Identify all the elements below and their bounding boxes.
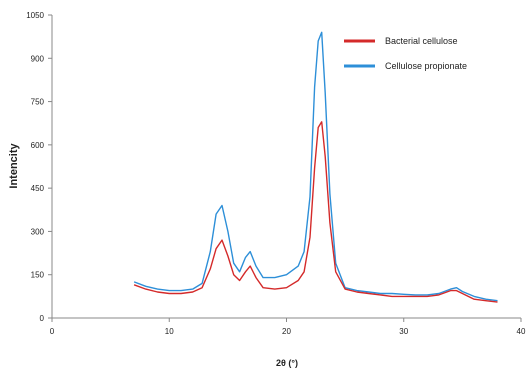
x-tick-label: 10 [165, 327, 174, 336]
series-layer [133, 31, 498, 303]
y-tick-label: 600 [31, 141, 45, 150]
legend-label-cellulose-propionate: Cellulose propionate [385, 61, 467, 71]
y-axis-title: Intencity [8, 143, 20, 189]
legend: Bacterial cellulose Cellulose propionate [344, 36, 467, 71]
legend-item-cellulose-propionate: Cellulose propionate [344, 61, 467, 71]
y-tick-label: 900 [31, 54, 45, 63]
y-tick-label: 1050 [26, 11, 44, 20]
y-tick-label: 750 [31, 98, 45, 107]
y-tick-label: 450 [31, 184, 45, 193]
y-axis-ticks: 0 150 300 450 600 750 900 1050 [26, 11, 52, 323]
legend-item-bacterial-cellulose: Bacterial cellulose [344, 36, 458, 46]
legend-label-bacterial-cellulose: Bacterial cellulose [385, 36, 458, 46]
x-tick-label: 40 [517, 327, 526, 336]
y-tick-label: 300 [31, 227, 45, 236]
series-line-cellulose-propionate [133, 31, 498, 302]
series-line-bacterial-cellulose [133, 121, 498, 303]
x-tick-label: 30 [399, 327, 408, 336]
x-tick-label: 0 [50, 327, 55, 336]
x-tick-label: 20 [282, 327, 291, 336]
y-tick-label: 0 [40, 314, 45, 323]
y-tick-label: 150 [31, 271, 45, 280]
x-axis-ticks: 0 10 20 30 40 [50, 318, 526, 336]
x-axis-title: 2θ (°) [276, 358, 298, 368]
